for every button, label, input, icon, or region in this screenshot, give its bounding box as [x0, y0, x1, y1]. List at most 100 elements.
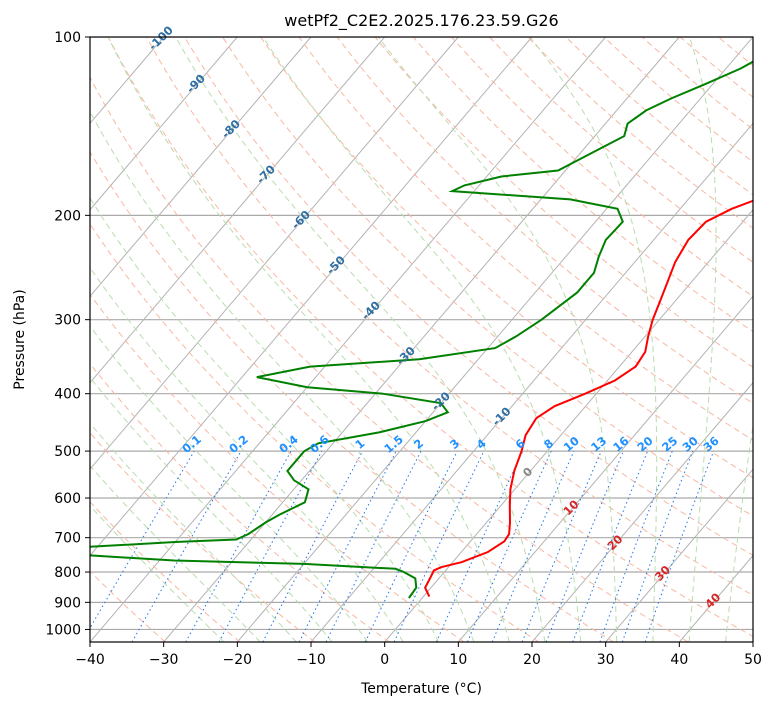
dry-adiabat	[679, 37, 753, 98]
dry-adiabat	[90, 76, 689, 642]
dry-adiabat	[451, 37, 753, 298]
mixing-ratio-label: 1.5	[381, 432, 406, 456]
isotherm-gridline	[457, 295, 753, 642]
mixing-ratio-label: 0.4	[276, 432, 301, 456]
x-tick-label: −40	[75, 652, 105, 668]
isotherm-gridline	[236, 37, 753, 642]
mixing-ratio-label: 2	[411, 436, 426, 452]
mixing-ratio-line	[599, 450, 673, 642]
moist-adiabat	[90, 266, 404, 642]
x-tick-label: −20	[223, 652, 253, 668]
moist-adiabat	[529, 37, 658, 642]
dry-adiabat	[222, 37, 753, 517]
isotherm-gridline	[90, 37, 238, 211]
isotherm-gridline	[531, 381, 753, 642]
isotherm-label: 20	[604, 532, 625, 553]
mixing-ratio-line	[467, 450, 552, 642]
mixing-ratio-line	[491, 450, 575, 642]
chart-title: wetPf2_C2E2.2025.176.23.59.G26	[284, 11, 558, 31]
x-tick-label: 40	[670, 652, 688, 668]
x-tick-label: 50	[744, 652, 762, 668]
moist-adiabat	[262, 37, 582, 642]
moist-adiabat	[90, 197, 439, 642]
dry-adiabat	[184, 37, 753, 556]
dewpoint-line	[90, 60, 753, 599]
moist-adiabat	[90, 376, 333, 642]
dry-adiabat	[527, 37, 753, 229]
dry-adiabat	[90, 293, 465, 642]
mixing-ratio-line	[90, 450, 195, 629]
x-tick-label: 20	[523, 652, 541, 668]
dry-adiabat	[756, 37, 775, 642]
mixing-ratio-line	[545, 450, 624, 642]
dry-adiabat	[90, 150, 614, 642]
y-tick-label: 900	[54, 595, 81, 611]
moist-adiabat	[725, 421, 753, 642]
mixing-ratio-line	[218, 450, 323, 642]
moist-adiabat	[175, 37, 546, 642]
axes: −40 −30 −20 −10 0 10 20 30 40 5010020030040050060…	[45, 30, 762, 668]
isotherm-gridline	[90, 37, 459, 470]
dry-adiabat	[489, 37, 753, 263]
y-tick-label: 200	[54, 208, 81, 224]
moist-adiabat	[107, 37, 510, 642]
mixing-ratio-line	[262, 450, 363, 642]
mixing-ratio-label: 4	[474, 436, 489, 452]
isotherm-gridline	[752, 641, 753, 642]
dry-adiabat	[412, 37, 753, 333]
isotherm-gridline	[90, 37, 385, 384]
x-axis-label: Temperature (°C)	[360, 681, 482, 697]
x-tick-label: 10	[449, 652, 467, 668]
dry-adiabat	[90, 223, 540, 642]
mixing-ratio-label: 0.1	[179, 432, 204, 456]
isotherm-label: 0	[520, 464, 536, 480]
mixing-ratio-line	[572, 450, 649, 642]
moist-adiabat	[90, 110, 475, 642]
dry-adiabat	[717, 37, 753, 67]
temperature-line	[423, 199, 753, 598]
isotherm-gridline	[90, 37, 533, 557]
y-axis-label: Pressure (hPa)	[12, 289, 28, 389]
moist-adiabat	[90, 422, 297, 642]
mixing-ratio-label: 1	[352, 436, 367, 452]
moist-adiabat	[90, 505, 225, 642]
y-tick-label: 400	[54, 387, 81, 403]
isotherm-label: 40	[702, 590, 723, 611]
isotherm-label: -100	[146, 23, 176, 53]
x-tick-label: 0	[380, 652, 389, 668]
isotherm-label: 10	[560, 497, 581, 518]
isotherm-gridline	[90, 37, 606, 642]
dry-adiabat	[90, 362, 390, 642]
dry-adiabat	[374, 37, 753, 368]
mixing-ratio-line	[621, 450, 694, 642]
y-tick-label: 1000	[45, 622, 81, 638]
y-tick-label: 800	[54, 565, 81, 581]
y-tick-label: 300	[54, 313, 81, 329]
data-series	[90, 60, 753, 599]
isotherm-gridline	[605, 468, 753, 642]
background-lines	[90, 37, 775, 642]
dry-adiabat	[298, 37, 753, 441]
mixing-ratio-line	[393, 450, 485, 642]
x-tick-label: −10	[296, 652, 326, 668]
x-tick-label: −30	[149, 652, 179, 668]
moist-adiabat	[688, 37, 717, 642]
x-tick-label: 30	[597, 652, 615, 668]
mixing-ratio-line	[325, 450, 422, 642]
isotherm-gridline	[384, 209, 753, 642]
dry-adiabat	[107, 37, 753, 638]
dry-adiabat	[90, 431, 316, 642]
y-tick-label: 700	[54, 531, 81, 547]
y-tick-label: 600	[54, 491, 81, 507]
plot-frame	[89, 36, 754, 643]
y-tick-label: 100	[54, 30, 81, 46]
mixing-ratio-line	[364, 450, 458, 642]
isotherm-gridline	[90, 37, 312, 298]
dry-adiabat	[90, 501, 241, 642]
y-tick-label: 500	[54, 444, 81, 460]
mixing-ratio-line	[131, 450, 242, 642]
dry-adiabat	[145, 37, 753, 597]
isotherm-gridline	[310, 122, 753, 642]
mixing-ratio-line	[185, 450, 292, 642]
